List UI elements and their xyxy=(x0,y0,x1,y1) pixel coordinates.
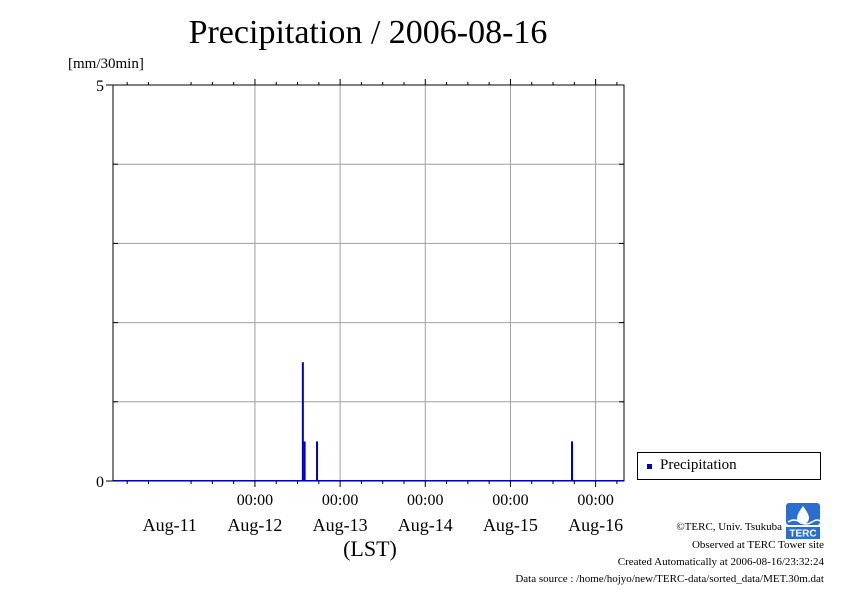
x-tick-label: 00:00 xyxy=(322,492,358,509)
legend-swatch xyxy=(647,464,652,469)
x-axis-label: (LST) xyxy=(343,536,397,561)
terc-logo-text: TERC xyxy=(789,529,816,540)
legend-label: Precipitation xyxy=(660,457,737,473)
copyright-text: ©TERC, Univ. Tsukuba xyxy=(676,521,782,533)
date-label: Aug-11 xyxy=(143,515,197,535)
legend: Precipitation xyxy=(637,452,821,480)
created-text: Created Automatically at 2006-08-16/23:3… xyxy=(617,556,824,568)
date-label: Aug-14 xyxy=(398,515,453,535)
y-tick-label: 0 xyxy=(96,474,104,491)
x-tick-label: 00:00 xyxy=(407,492,443,509)
date-label: Aug-12 xyxy=(227,515,282,535)
date-label: Aug-13 xyxy=(313,515,368,535)
chart-title: Precipitation / 2006-08-16 xyxy=(188,14,548,51)
observed-text: Observed at TERC Tower site xyxy=(691,539,824,551)
y-tick-label: 5 xyxy=(96,78,104,95)
x-tick-label: 00:00 xyxy=(577,492,613,509)
x-tick-label: 00:00 xyxy=(492,492,528,509)
y-axis-unit-label: [mm/30min] xyxy=(68,56,144,72)
date-label: Aug-15 xyxy=(483,515,538,535)
data-source-text: Data source : /home/hojyo/new/TERC-data/… xyxy=(515,573,824,585)
x-tick-label: 00:00 xyxy=(237,492,273,509)
plot-frame xyxy=(112,84,625,482)
date-label: Aug-16 xyxy=(568,515,623,535)
terc-logo: TERC xyxy=(785,502,822,540)
